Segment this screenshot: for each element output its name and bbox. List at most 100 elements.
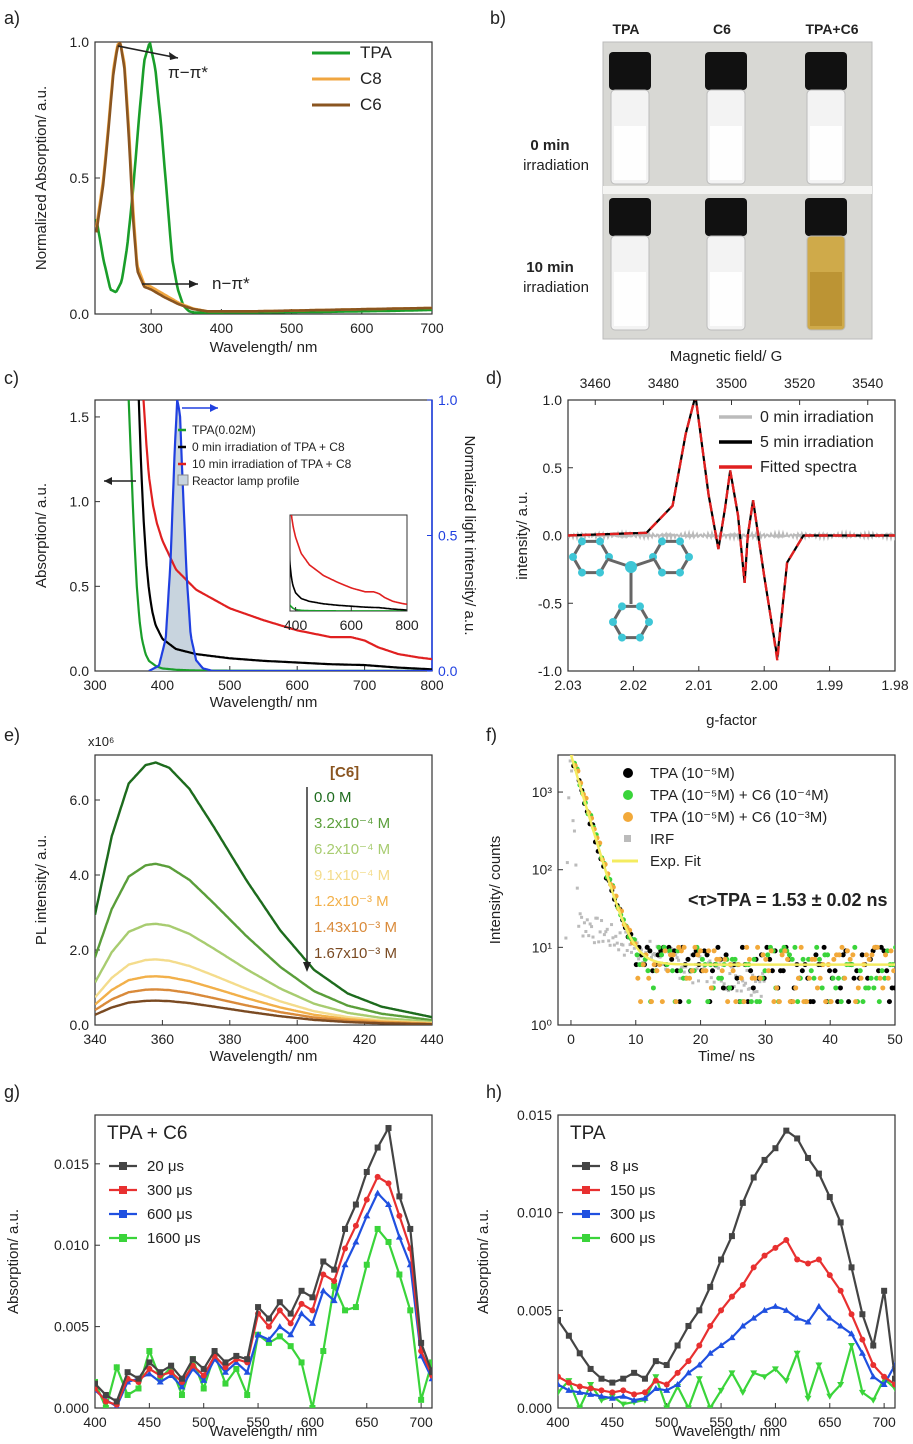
legend-marker bbox=[582, 1234, 590, 1242]
decay-point bbox=[769, 968, 775, 974]
series-marker bbox=[352, 1304, 359, 1311]
decay-point bbox=[832, 968, 838, 974]
decay-point bbox=[813, 952, 819, 958]
decay-point bbox=[650, 968, 656, 974]
series-marker bbox=[641, 1394, 649, 1401]
decay-point bbox=[667, 948, 673, 954]
legend-label: 0 min irradiation bbox=[760, 409, 874, 426]
panel-e-frame bbox=[94, 754, 433, 1026]
series-marker bbox=[135, 1385, 142, 1392]
series-marker bbox=[859, 1336, 866, 1343]
molecule-atom bbox=[618, 602, 626, 611]
decay-point bbox=[795, 975, 801, 981]
panel-a-xtick-label: 700 bbox=[420, 320, 444, 336]
annotation-pi-pi: π−π* bbox=[168, 63, 208, 82]
panel-d-xtick-label: 2.03 bbox=[554, 677, 581, 693]
decay-point bbox=[835, 999, 841, 1005]
irf-point bbox=[658, 955, 662, 959]
decay-point bbox=[835, 975, 841, 981]
series-marker bbox=[848, 1330, 856, 1337]
irf-point bbox=[728, 972, 732, 976]
irf-point bbox=[712, 980, 716, 984]
decay-point bbox=[720, 985, 726, 991]
panel-c-xlabel: Wavelength/ nm bbox=[210, 694, 318, 711]
panel-f-ytick-label: 10⁰ bbox=[531, 1017, 553, 1033]
decay-point bbox=[859, 952, 865, 958]
decay-point bbox=[671, 948, 677, 954]
series-marker bbox=[761, 1252, 768, 1259]
irf-point bbox=[622, 953, 626, 957]
legend-marker bbox=[624, 835, 631, 842]
decay-point bbox=[738, 975, 744, 981]
molecule-ring bbox=[651, 539, 691, 575]
panel-d-xlabel-top: Magnetic field/ G bbox=[670, 348, 783, 365]
panel-e-ytick-label: 0.0 bbox=[70, 1017, 90, 1033]
decay-point bbox=[733, 999, 739, 1005]
irf-point bbox=[709, 976, 713, 980]
decay-point bbox=[767, 956, 773, 962]
panel-e-xtick-label: 380 bbox=[218, 1031, 242, 1047]
arrow-head bbox=[189, 280, 198, 288]
decay-point bbox=[778, 948, 784, 954]
panel-d-ytick-label: 0.5 bbox=[543, 460, 563, 476]
series-marker bbox=[869, 1397, 877, 1404]
legend-swatch bbox=[177, 474, 189, 486]
series-marker bbox=[891, 1385, 895, 1392]
legend-marker bbox=[582, 1162, 590, 1170]
decay-point bbox=[814, 985, 820, 991]
panel-c-ytick-right-label: 0.0 bbox=[438, 663, 458, 679]
series-marker bbox=[200, 1385, 207, 1392]
irf-point bbox=[608, 943, 612, 947]
irf-point bbox=[584, 929, 588, 933]
series-marker bbox=[320, 1348, 327, 1355]
decay-point bbox=[839, 944, 845, 950]
irf-point bbox=[697, 979, 701, 983]
irf-point bbox=[602, 933, 606, 937]
series-marker bbox=[308, 1319, 316, 1326]
series-marker bbox=[363, 1261, 370, 1268]
panel-title: TPA + C6 bbox=[107, 1123, 187, 1144]
series-marker bbox=[385, 1238, 392, 1245]
series-marker bbox=[870, 1362, 877, 1369]
decay-point bbox=[678, 948, 684, 954]
series-marker bbox=[407, 1307, 414, 1314]
panel-f-xlabel: Time/ ns bbox=[698, 1048, 755, 1065]
series-marker bbox=[587, 1385, 594, 1392]
series-marker bbox=[243, 1368, 251, 1375]
decay-point bbox=[877, 975, 883, 981]
vial-cap bbox=[705, 198, 747, 236]
decay-point bbox=[785, 956, 791, 962]
decay-point bbox=[670, 952, 676, 958]
decay-point bbox=[765, 952, 771, 958]
irf-point bbox=[682, 970, 686, 974]
irf-point bbox=[755, 990, 759, 994]
panel-c-ylabel-right: Normalized light intensity/ a.u. bbox=[461, 435, 478, 635]
panel-d-xtick-label: 2.00 bbox=[751, 677, 778, 693]
decay-point bbox=[855, 985, 861, 991]
series-marker bbox=[558, 1381, 562, 1388]
series-marker bbox=[826, 1314, 834, 1321]
decay-point bbox=[874, 975, 880, 981]
series-marker bbox=[298, 1359, 305, 1366]
panel-d-xtick-label: 2.01 bbox=[685, 677, 712, 693]
series-marker bbox=[287, 1320, 294, 1327]
legend-label: 20 μs bbox=[147, 1158, 184, 1175]
molecule-atom bbox=[645, 618, 653, 626]
series-marker bbox=[880, 1381, 888, 1388]
irf-point bbox=[617, 948, 621, 952]
molecule-atom bbox=[636, 633, 644, 642]
series-marker bbox=[761, 1156, 768, 1163]
series-marker bbox=[298, 1310, 306, 1317]
decay-point bbox=[789, 956, 795, 962]
series-marker bbox=[859, 1311, 866, 1318]
series-marker bbox=[652, 1377, 659, 1384]
inset-xtick-label: 600 bbox=[340, 617, 364, 633]
irf-point bbox=[732, 985, 736, 989]
vial-column-label: TPA bbox=[613, 21, 640, 37]
series-marker bbox=[558, 1317, 561, 1324]
series-line bbox=[148, 400, 432, 671]
series-marker bbox=[837, 1287, 844, 1294]
irf-point bbox=[592, 941, 596, 945]
panel-c-ytick-right-label: 0.5 bbox=[438, 528, 458, 544]
decay-point bbox=[634, 952, 640, 958]
